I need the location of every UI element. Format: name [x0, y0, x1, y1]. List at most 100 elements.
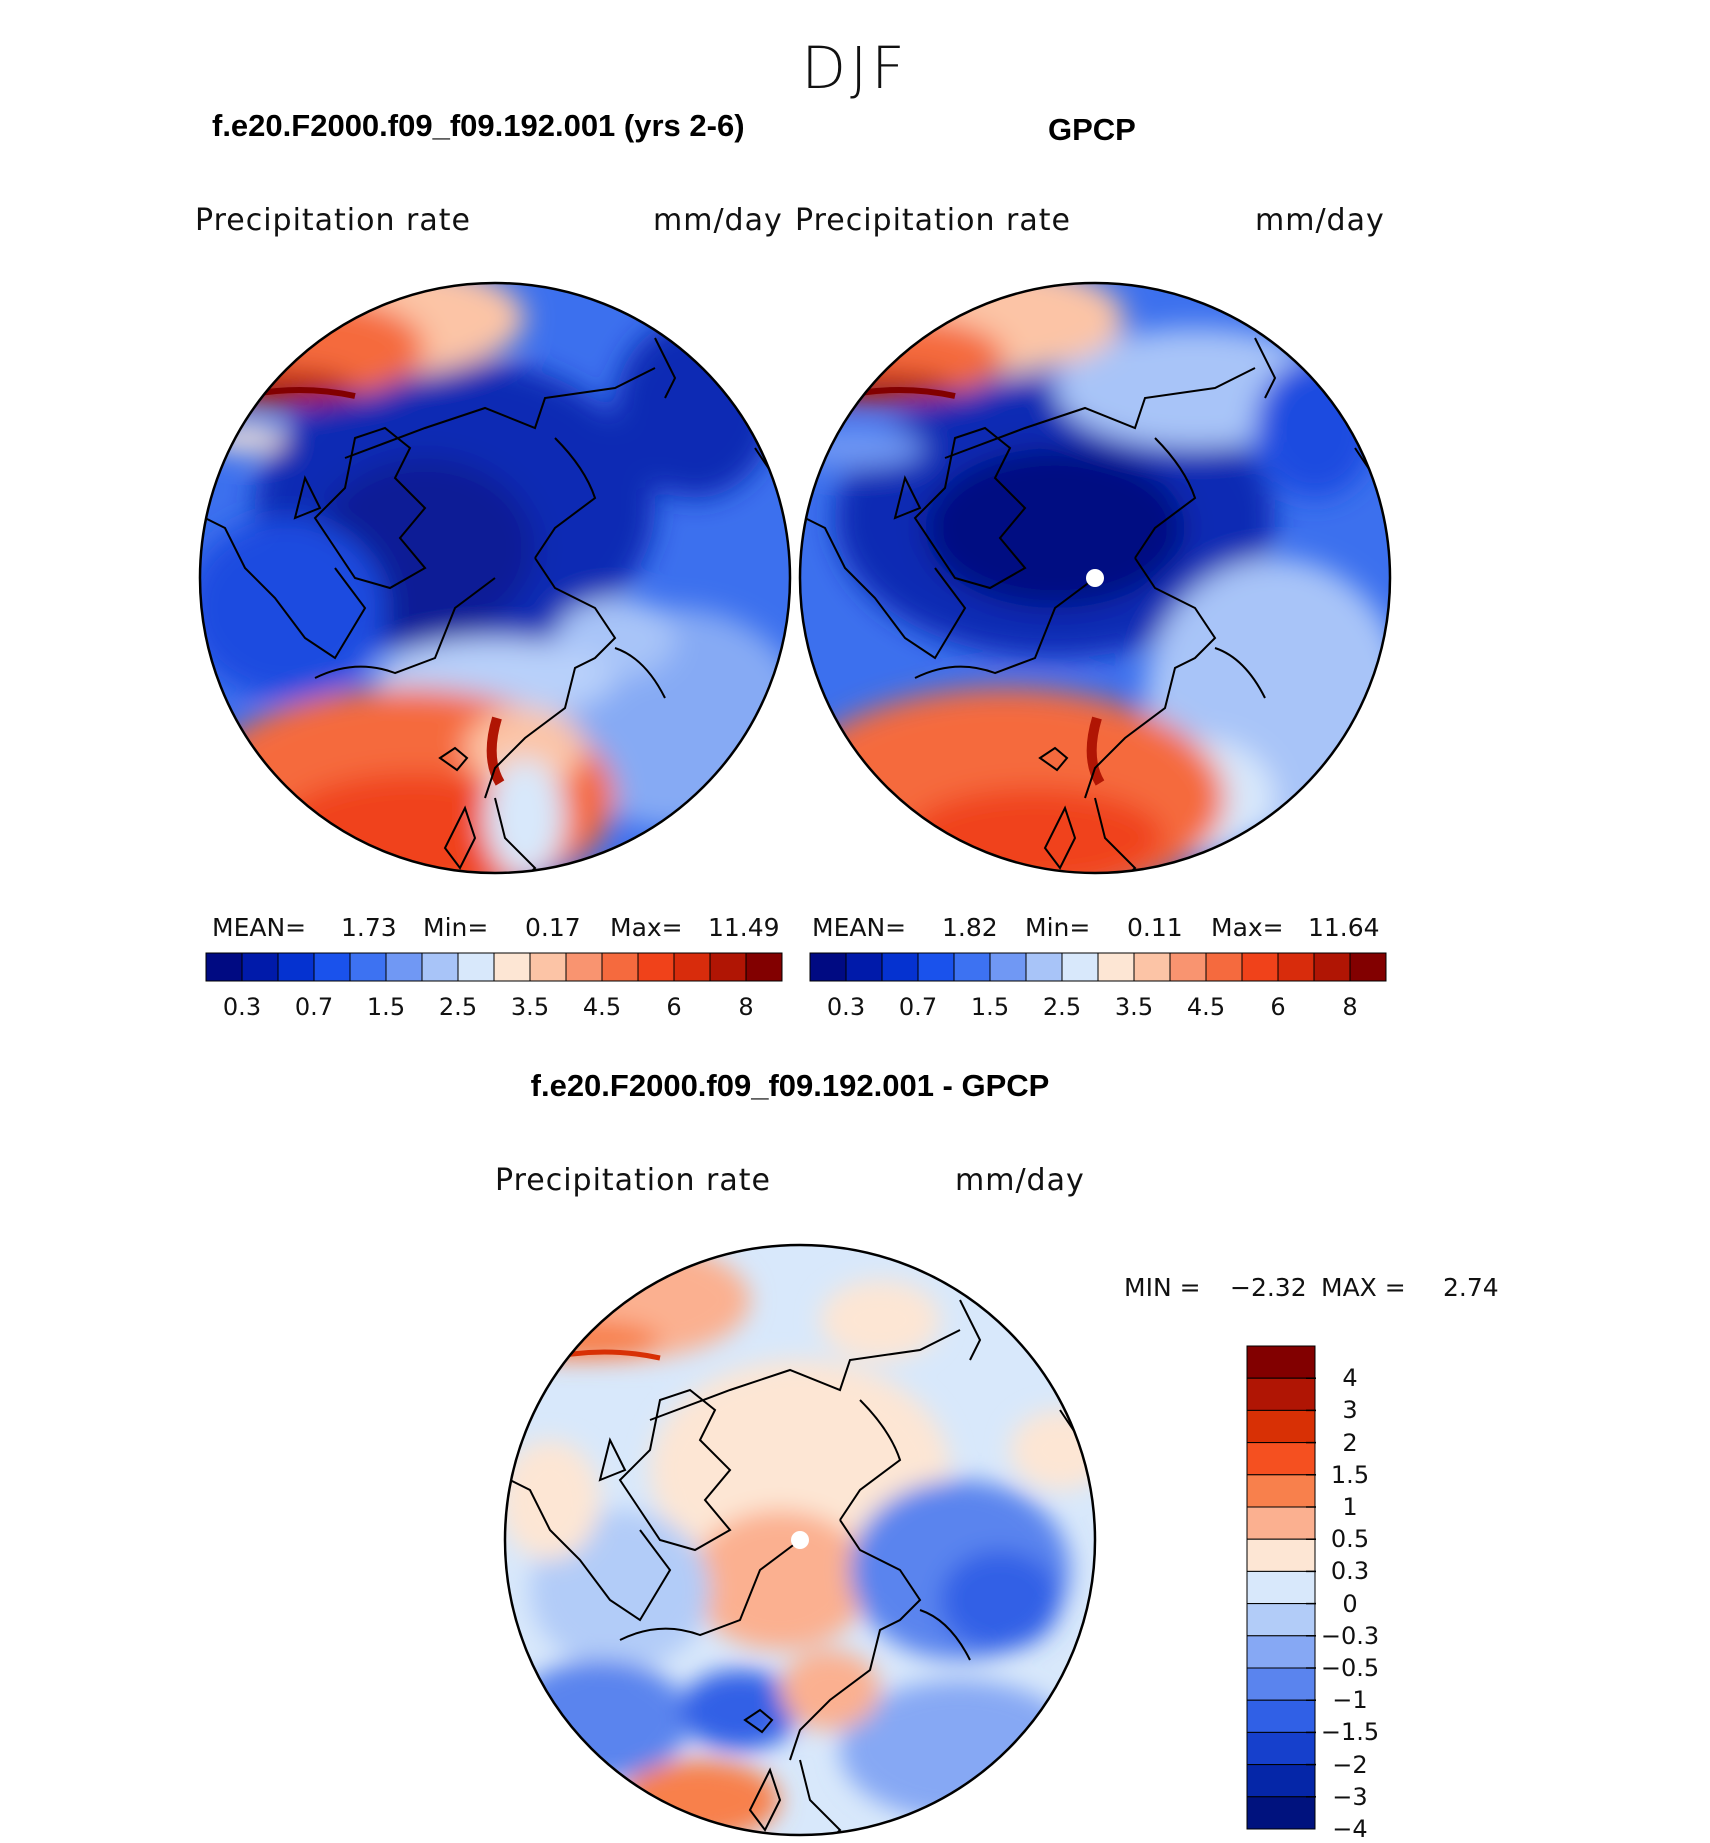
colorbar-tick-label: 3.5 — [510, 993, 550, 1021]
colorbar-swatch — [1061, 952, 1099, 982]
obs-mean-label: MEAN= — [812, 913, 907, 942]
diff-units-label: mm/day — [955, 1163, 1085, 1198]
colorbar-tick-label: 1.5 — [970, 993, 1010, 1021]
colorbar-swatch — [313, 952, 351, 982]
colorbar-tick-label: 3 — [1342, 1396, 1358, 1425]
colorbar-swatch — [1169, 952, 1207, 982]
colorbar-swatch — [529, 952, 567, 982]
diff-polar-map — [503, 1243, 1097, 1837]
colorbar-swatch — [1246, 1409, 1316, 1444]
obs-mean-value: 1.82 — [942, 913, 998, 942]
diff-max-label: MAX = — [1321, 1273, 1406, 1302]
colorbar-swatch — [953, 952, 991, 982]
colorbar-tick-label: 0 — [1342, 1589, 1358, 1618]
colorbar-swatch — [1246, 1764, 1316, 1798]
season-title: DJF — [801, 34, 909, 102]
colorbar-tick-label: 2.5 — [1042, 993, 1082, 1021]
pole-marker — [791, 1531, 809, 1549]
colorbar-swatch — [1246, 1377, 1316, 1411]
colorbar-tick-label: 6 — [666, 993, 682, 1021]
colorbar-swatch — [1277, 952, 1315, 982]
colorbar-swatch — [845, 952, 883, 982]
model-max-label: Max= — [610, 913, 683, 942]
colorbar-tick-label: 0.7 — [898, 993, 938, 1021]
colorbar-swatch — [1246, 1345, 1316, 1379]
colorbar-tick-label: 1 — [1342, 1493, 1358, 1521]
colorbar-swatch — [673, 952, 711, 982]
colorbar-swatch — [1246, 1603, 1316, 1637]
obs-polar-map — [798, 281, 1392, 875]
colorbar-swatch — [1205, 952, 1243, 982]
colorbar-swatch — [1246, 1731, 1316, 1766]
colorbar-swatch — [421, 952, 459, 982]
colorbar-swatch — [1246, 1699, 1316, 1733]
colorbar-swatch — [1246, 1570, 1316, 1605]
colorbar-tick-label: 0.5 — [1330, 1525, 1370, 1554]
colorbar-swatch — [241, 952, 279, 982]
colorbar-tick-label: 0.7 — [294, 993, 334, 1021]
colorbar-swatch — [1246, 1796, 1316, 1830]
colorbar-swatch — [493, 952, 531, 982]
colorbar-tick-label: 8 — [738, 993, 754, 1021]
model-panel-title: f.e20.F2000.f09_f09.192.001 (yrs 2-6) — [212, 108, 745, 143]
colorbar-swatch — [277, 952, 315, 982]
colorbar-swatch — [1349, 952, 1387, 982]
colorbar-tick-label: 1.5 — [1330, 1460, 1370, 1489]
colorbar-swatch — [349, 952, 387, 982]
model-mean-label: MEAN= — [212, 913, 307, 942]
model-mean-value: 1.73 — [341, 913, 397, 942]
colorbar-tick-label: 0.3 — [222, 993, 262, 1021]
colorbar-tick-label: 2 — [1342, 1428, 1358, 1457]
obs-colorbar-ticks: 0.3 0.7 1.5 2.5 3.5 4.5 6 8 — [809, 993, 1387, 1023]
colorbar-tick-label: −1 — [1332, 1686, 1368, 1715]
obs-max-label: Max= — [1211, 913, 1284, 942]
obs-panel-title: GPCP — [1048, 112, 1136, 147]
colorbar-tick-label: 0.3 — [1330, 1557, 1370, 1586]
colorbar-swatch — [1246, 1635, 1316, 1669]
colorbar-swatch — [205, 952, 243, 982]
colorbar-swatch — [1246, 1667, 1316, 1701]
model-variable-label: Precipitation rate — [195, 203, 471, 238]
model-units-label: mm/day — [653, 203, 783, 238]
colorbar-swatch — [745, 952, 783, 982]
obs-units-label: mm/day — [1255, 203, 1385, 238]
colorbar-swatch — [1246, 1442, 1316, 1476]
colorbar-swatch — [809, 952, 847, 982]
colorbar-tick-label: −2 — [1332, 1750, 1368, 1779]
diff-colorbar-ticks: 4 3 2 1.5 1 0.5 0.3 0 −0.3 −0.5 −1 −1.5 −2 −3 −4 — [1321, 1345, 1450, 1843]
diff-min-label: MIN = — [1124, 1273, 1201, 1302]
colorbar-tick-label: 0.3 — [826, 993, 866, 1021]
colorbar-tick-label: 4.5 — [1186, 993, 1226, 1021]
model-colorbar-ticks: 0.3 0.7 1.5 2.5 3.5 4.5 6 8 — [205, 993, 783, 1023]
colorbar-swatch — [637, 952, 675, 982]
colorbar-tick-label: 2.5 — [438, 993, 478, 1021]
colorbar-swatch — [601, 952, 639, 982]
colorbar-tick-label: −1.5 — [1320, 1718, 1380, 1747]
model-colorbar — [205, 952, 783, 982]
obs-min-value: 0.11 — [1127, 913, 1183, 942]
colorbar-tick-label: −0.5 — [1320, 1654, 1380, 1682]
colorbar-tick-label: 4.5 — [582, 993, 622, 1021]
model-min-label: Min= — [423, 913, 489, 942]
diff-max-value: 2.74 — [1443, 1273, 1499, 1302]
colorbar-swatch — [1241, 952, 1279, 982]
colorbar-tick-label: −3 — [1332, 1782, 1368, 1811]
colorbar-swatch — [1133, 952, 1171, 982]
colorbar-tick-label: 3.5 — [1114, 993, 1154, 1021]
pole-marker — [1086, 569, 1104, 587]
model-min-value: 0.17 — [525, 913, 581, 942]
diff-colorbar — [1246, 1345, 1316, 1830]
obs-colorbar — [809, 952, 1387, 982]
colorbar-tick-label: 8 — [1342, 993, 1358, 1021]
colorbar-swatch — [881, 952, 919, 982]
colorbar-tick-label: −4 — [1332, 1815, 1368, 1843]
colorbar-swatch — [917, 952, 955, 982]
colorbar-swatch — [1313, 952, 1351, 982]
diff-min-value: −2.32 — [1230, 1273, 1307, 1302]
diff-panel-title: f.e20.F2000.f09_f09.192.001 - GPCP — [530, 1068, 1050, 1103]
colorbar-swatch — [989, 952, 1027, 982]
obs-variable-label: Precipitation rate — [795, 203, 1071, 238]
colorbar-swatch — [1025, 952, 1063, 982]
obs-min-label: Min= — [1025, 913, 1091, 942]
colorbar-tick-label: −0.3 — [1320, 1621, 1380, 1650]
